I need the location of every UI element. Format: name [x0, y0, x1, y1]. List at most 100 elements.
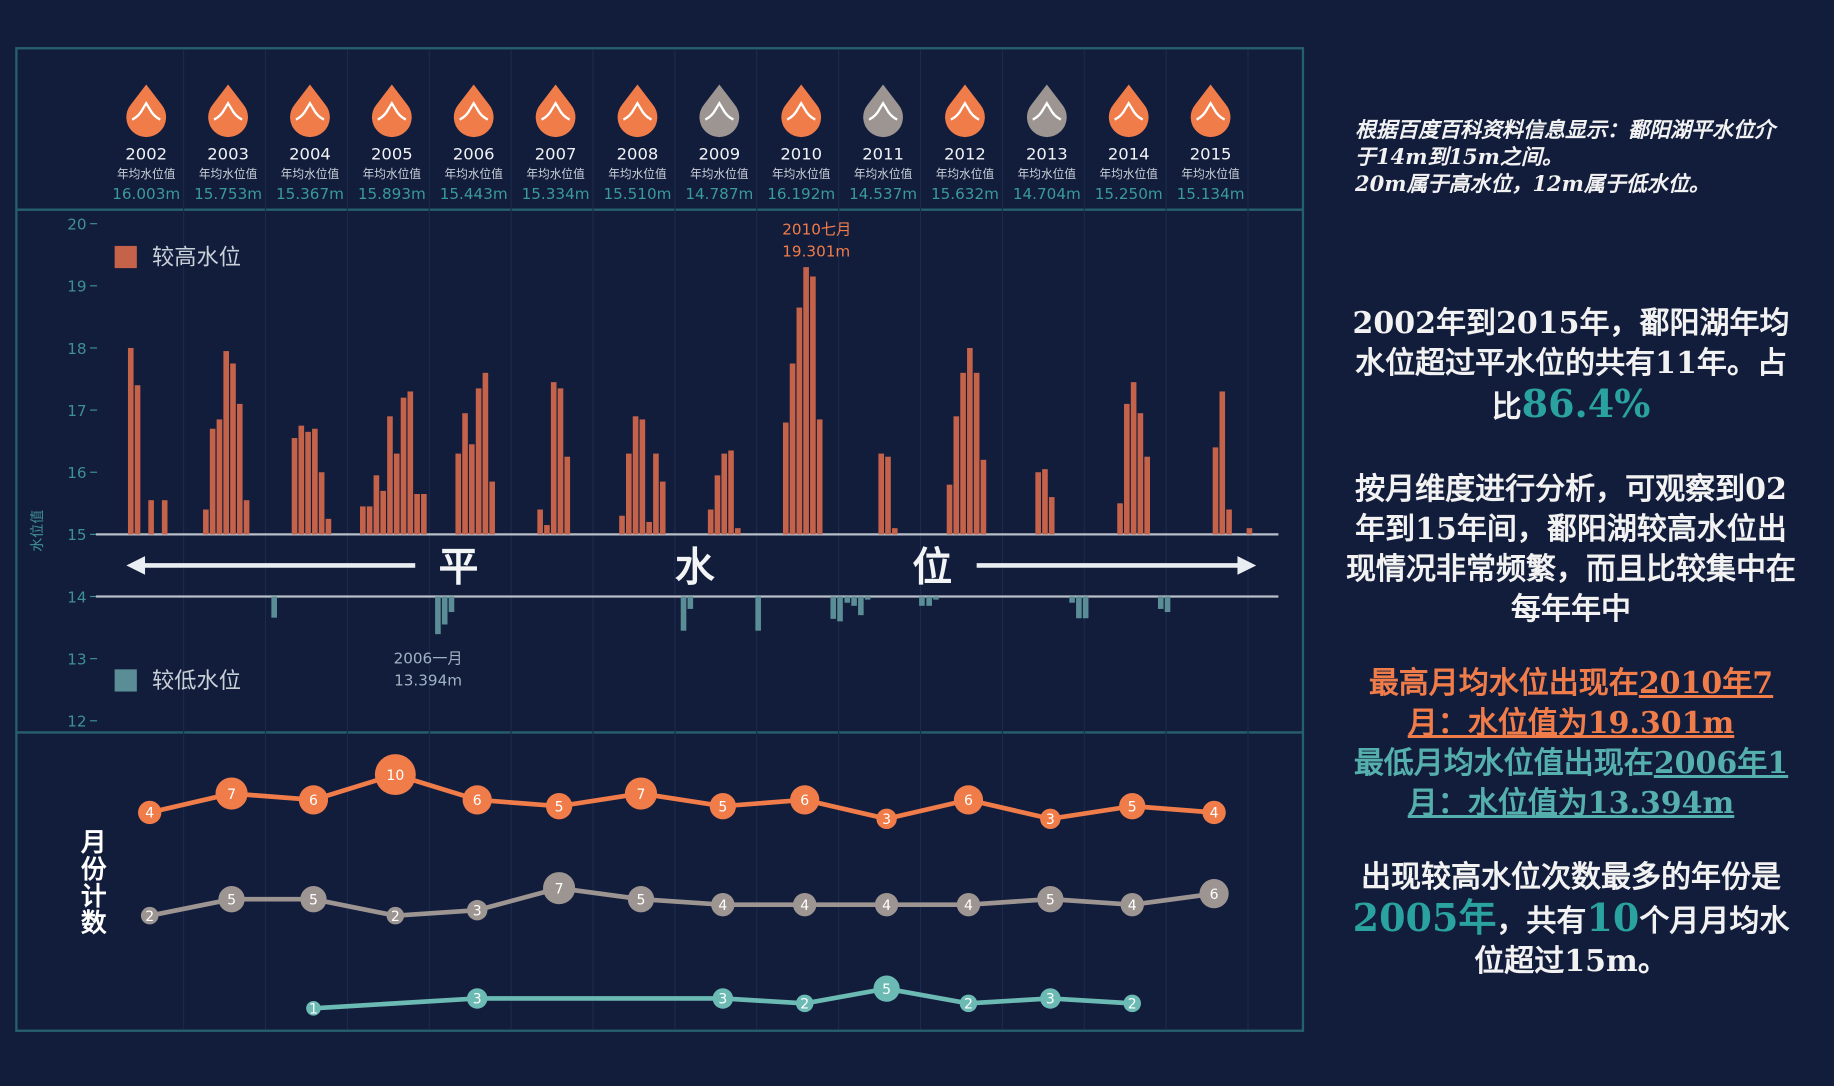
count-label: 3: [1046, 812, 1055, 828]
high-bar: [707, 509, 714, 535]
legend-label: 较低水位: [152, 668, 241, 694]
count-label: 1: [309, 1002, 318, 1018]
count-marker: [215, 777, 248, 810]
high-bar: [312, 428, 318, 535]
high-bar: [373, 475, 380, 535]
year-value: 15.367m: [276, 185, 344, 203]
count-label: 4: [145, 806, 154, 822]
note-text: 最高月均水位出现在: [1368, 666, 1639, 701]
high-bar: [291, 438, 298, 535]
note-text: 10: [1586, 895, 1640, 940]
year-label: 2003: [207, 144, 249, 163]
water-drop: [290, 84, 330, 138]
drop-wave: [1032, 100, 1062, 121]
count-label: 2: [964, 997, 973, 1013]
high-bar: [550, 382, 557, 535]
count-marker: [466, 988, 488, 1009]
count-marker: [709, 793, 736, 820]
high-bar: [953, 416, 960, 535]
year-label: 2013: [1026, 144, 1068, 163]
high-bar: [782, 422, 789, 535]
count-marker: [711, 892, 735, 917]
high-bar: [960, 372, 966, 535]
high-bar: [305, 431, 311, 535]
high-bar: [721, 453, 728, 535]
high-bar: [400, 397, 407, 535]
year-value: 15.250m: [1095, 185, 1163, 203]
high-bar: [796, 307, 803, 535]
high-bar: [209, 428, 216, 535]
low-bar: [687, 596, 694, 609]
high-bar: [469, 444, 475, 535]
drop-wave: [786, 100, 816, 121]
note-text: 2010年7月：水位值为19.301m: [1407, 666, 1774, 741]
count-marker: [712, 988, 734, 1009]
count-label: 4: [1128, 898, 1137, 914]
y-tick-label: 15: [67, 526, 86, 544]
high-bar: [1137, 413, 1144, 535]
value-caption: 年均水位值: [854, 167, 913, 181]
high-bar: [148, 500, 154, 535]
value-caption: 年均水位值: [526, 167, 585, 181]
count-line: [149, 885, 1215, 919]
count-marker: [466, 899, 488, 921]
y-tick-label: 18: [67, 340, 86, 358]
water-drop: [699, 84, 740, 138]
water-drop: [863, 84, 903, 138]
year-label: 2014: [1108, 144, 1150, 163]
count-marker: [386, 906, 405, 925]
value-caption: 年均水位值: [281, 167, 340, 181]
year-label: 2011: [862, 144, 904, 163]
year-separators: [183, 49, 1249, 1030]
annotation: 2006一月: [394, 649, 463, 667]
count-label: 4: [800, 898, 809, 914]
high-bar: [216, 419, 223, 535]
note-paragraph: 按月维度进行分析，可观察到02年到15年间，鄱阳湖较高水位出现情况非常频繁，而且…: [1345, 470, 1797, 630]
value-caption: 年均水位值: [1099, 167, 1158, 181]
year-value: 14.704m: [1013, 185, 1081, 203]
low-bar: [435, 596, 441, 635]
value-caption: 年均水位值: [363, 167, 422, 181]
count-label: 2: [1128, 997, 1137, 1013]
value-caption: 年均水位值: [1018, 167, 1077, 181]
water-drop: [1190, 84, 1231, 138]
high-bar: [810, 276, 816, 535]
y-tick-label: 20: [67, 216, 86, 234]
high-bar: [659, 481, 666, 535]
count-label: 4: [1210, 806, 1219, 822]
low-bar: [1069, 596, 1075, 603]
value-caption: 年均水位值: [199, 167, 258, 181]
count-label: 5: [882, 982, 891, 998]
high-bar: [1035, 472, 1041, 535]
drop-wave: [459, 100, 489, 121]
value-caption: 年均水位值: [936, 167, 995, 181]
arrow-head: [1237, 556, 1257, 575]
high-bar: [421, 493, 427, 535]
count-label: 4: [718, 898, 727, 914]
note-text: 86.4%: [1521, 381, 1651, 426]
value-caption: 年均水位值: [1181, 167, 1240, 181]
y-tick-label: 14: [67, 588, 86, 606]
low-bar: [837, 596, 843, 622]
count-marker: [1037, 885, 1064, 913]
band-label: 平: [439, 545, 479, 591]
water-drop: [781, 84, 822, 138]
band-label: 水: [675, 545, 715, 591]
high-bar: [557, 388, 564, 535]
note-text: 2006年1月：水位值为13.394m: [1407, 746, 1789, 821]
year-label: 2015: [1190, 144, 1232, 163]
count-line: [313, 986, 1133, 1011]
note-text: 20m属于高水位，12m属于低水位。: [1355, 171, 1710, 196]
high-bar: [127, 347, 134, 535]
count-marker: [462, 785, 492, 815]
count-label: 5: [1128, 799, 1137, 815]
year-value: 15.510m: [603, 185, 671, 203]
high-bar: [714, 475, 721, 535]
low-bar: [755, 596, 761, 631]
year-label: 2008: [617, 144, 659, 163]
legend-label: 较高水位: [152, 245, 241, 271]
high-bar: [325, 518, 332, 535]
year-value: 15.334m: [522, 185, 590, 203]
water-drop: [208, 84, 248, 138]
count-marker: [138, 800, 162, 825]
